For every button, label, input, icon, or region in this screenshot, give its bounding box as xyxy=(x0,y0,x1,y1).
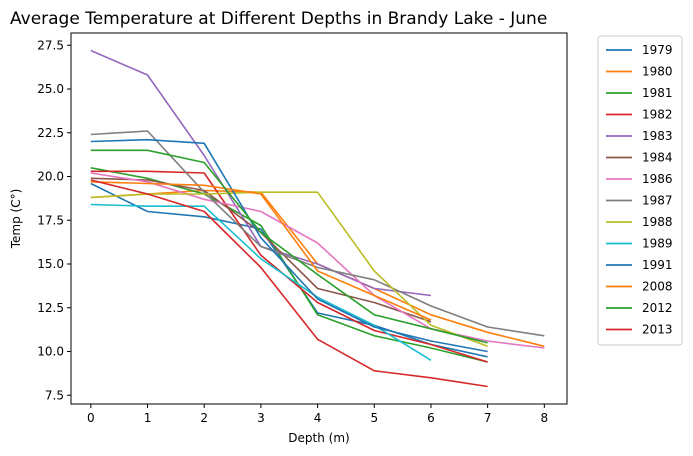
legend-label: 1986 xyxy=(642,172,673,186)
legend-label: 1991 xyxy=(642,258,673,272)
legend-label: 1988 xyxy=(642,215,673,229)
legend-label: 1980 xyxy=(642,65,673,79)
y-tick-label: 22.5 xyxy=(37,126,64,140)
legend-label: 1981 xyxy=(642,86,673,100)
x-tick-label: 2 xyxy=(200,411,208,425)
y-tick-label: 27.5 xyxy=(37,38,64,52)
x-tick-label: 6 xyxy=(427,411,435,425)
series-line-1982 xyxy=(90,170,488,363)
x-axis: 0 1 2 3 4 5 6 7 8 xyxy=(87,404,548,425)
legend-label: 1983 xyxy=(642,129,673,143)
legend-label: 1979 xyxy=(642,43,673,57)
legend-label: 2013 xyxy=(642,323,673,337)
x-tick-label: 1 xyxy=(144,411,152,425)
series-line-2012 xyxy=(90,149,488,344)
y-tick-label: 7.5 xyxy=(45,388,64,402)
legend-label: 1987 xyxy=(642,194,673,208)
x-tick-label: 8 xyxy=(541,411,549,425)
chart-title: Average Temperature at Different Depths … xyxy=(10,9,547,29)
legend-label: 2012 xyxy=(642,301,673,315)
legend-label: 1989 xyxy=(642,237,673,251)
series-line-1981 xyxy=(90,167,488,363)
series-line-1991 xyxy=(90,138,488,353)
x-tick-label: 0 xyxy=(87,411,95,425)
x-axis-label: Depth (m) xyxy=(288,431,349,445)
x-tick-label: 3 xyxy=(257,411,265,425)
series-line-1986 xyxy=(90,172,545,349)
plot-frame xyxy=(70,32,568,405)
legend-box xyxy=(597,35,683,346)
legend-label: 1984 xyxy=(642,151,673,165)
y-axis-label: Temp (C°) xyxy=(9,189,23,250)
series-line-1984 xyxy=(90,177,432,323)
legend: 1979 1980 1981 1982 1983 1984 1986 1987 1988 1989… xyxy=(597,35,683,346)
y-axis: 7.5 10.0 12.5 15.0 17.5 20.0 22.5 25.0 27.5 xyxy=(37,38,71,402)
y-tick-label: 12.5 xyxy=(37,301,64,315)
legend-label: 1982 xyxy=(642,108,673,122)
y-tick-label: 20.0 xyxy=(37,170,64,184)
series-line-1989 xyxy=(90,203,432,361)
x-tick-label: 7 xyxy=(484,411,492,425)
x-tick-label: 5 xyxy=(370,411,378,425)
plot-lines xyxy=(90,49,545,388)
y-tick-label: 15.0 xyxy=(37,257,64,271)
legend-label: 2008 xyxy=(642,280,673,294)
series-line-2008 xyxy=(90,181,432,321)
y-tick-label: 10.0 xyxy=(37,345,64,359)
y-tick-label: 25.0 xyxy=(37,82,64,96)
series-line-1987 xyxy=(90,130,545,337)
x-tick-label: 4 xyxy=(314,411,322,425)
series-line-2013 xyxy=(90,179,488,388)
y-tick-label: 17.5 xyxy=(37,213,64,227)
